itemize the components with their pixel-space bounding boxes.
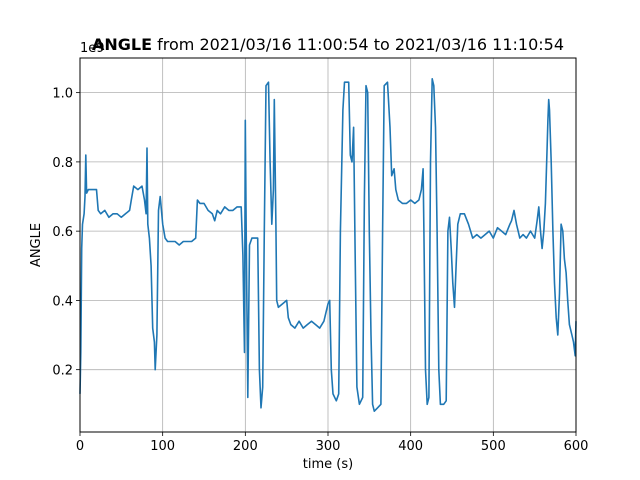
chart-title-rest: from 2021/03/16 11:00:54 to 2021/03/16 1… bbox=[152, 35, 564, 54]
y-tick-label: 0.6 bbox=[52, 225, 73, 240]
series-layer bbox=[79, 78, 577, 412]
x-axis-label: time (s) bbox=[303, 457, 353, 472]
x-tick-label: 500 bbox=[481, 439, 506, 454]
series-line bbox=[79, 78, 577, 412]
y-tick-label: 0.4 bbox=[52, 294, 73, 309]
chart-title-bold: ANGLE bbox=[92, 35, 152, 54]
y-tick-label: 0.2 bbox=[52, 364, 73, 379]
y-tick-label: 1.0 bbox=[52, 87, 73, 102]
x-tick-label: 300 bbox=[316, 439, 341, 454]
ticks: 0 100 200 300 400 500 600 0.2 0.4 0.6 0.8 1.0 bbox=[52, 87, 588, 454]
y-tick-label: 0.8 bbox=[52, 156, 73, 171]
x-tick-label: 600 bbox=[564, 439, 589, 454]
x-tick-label: 200 bbox=[233, 439, 258, 454]
y-axis-offset-label: 1e9 bbox=[80, 41, 105, 56]
x-tick-label: 100 bbox=[150, 439, 175, 454]
x-tick-label: 0 bbox=[76, 439, 84, 454]
y-axis-label: ANGLE bbox=[29, 223, 44, 267]
chart-title: ANGLE from 2021/03/16 11:00:54 to 2021/0… bbox=[92, 35, 564, 54]
x-tick-label: 400 bbox=[398, 439, 423, 454]
